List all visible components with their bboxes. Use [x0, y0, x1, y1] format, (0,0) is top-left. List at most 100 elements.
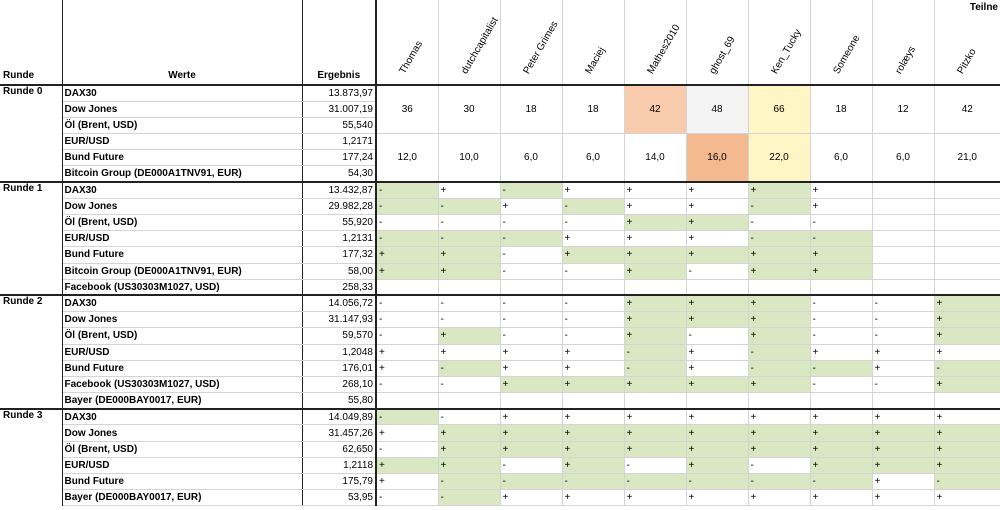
prediction-cell: + — [809, 441, 872, 458]
asset-name: Bayer (DE000BAY0017, EUR) — [62, 489, 303, 507]
prediction-cell: - — [499, 327, 562, 345]
prediction-cell: - — [437, 407, 500, 426]
asset-name: EUR/USD — [62, 344, 303, 361]
participant-name: rolæys — [892, 44, 918, 76]
prediction-row: Dow Jones 31.457,26 + + + + + + + + + + — [0, 424, 1000, 442]
prediction-cell: + — [561, 441, 624, 458]
prediction-cell: - — [561, 198, 624, 216]
prediction-cell: - — [437, 198, 500, 216]
prediction-cell: + — [685, 457, 748, 475]
prediction-cell — [561, 279, 624, 296]
prediction-cell: + — [809, 263, 872, 280]
prediction-cell: + — [871, 457, 934, 475]
ergebnis-value: 55,920 — [302, 214, 377, 232]
prediction-cell: + — [685, 424, 748, 442]
prediction-cell: - — [809, 376, 872, 394]
prediction-cell: - — [685, 327, 748, 345]
prediction-cell: + — [685, 344, 748, 361]
prediction-cell — [685, 279, 748, 296]
prediction-cell: - — [375, 198, 438, 216]
prediction-cell — [623, 392, 686, 410]
asset-name: DAX30 — [62, 181, 303, 199]
score-value: 21,0 — [933, 133, 1000, 183]
prediction-cell: - — [809, 294, 872, 313]
asset-name: DAX30 — [62, 83, 303, 102]
prediction-cell: + — [561, 424, 624, 442]
asset-name: Bund Future — [62, 149, 303, 167]
participant-name: ghost_69 — [706, 34, 738, 76]
prediction-cell: - — [933, 360, 1000, 377]
prediction-cell: + — [685, 311, 748, 329]
prediction-cell: + — [561, 407, 624, 426]
prediction-cell — [499, 279, 562, 296]
prediction-cell: + — [623, 327, 686, 345]
prediction-cell: - — [623, 344, 686, 361]
total-points: 66 — [747, 84, 810, 135]
score-value: 10,0 — [437, 133, 500, 183]
prediction-cell: + — [809, 457, 872, 475]
prediction-cell: + — [871, 424, 934, 442]
prediction-cell: - — [375, 376, 438, 394]
prediction-cell: - — [437, 311, 500, 329]
prediction-cell: + — [933, 376, 1000, 394]
prediction-cell: - — [561, 327, 624, 345]
total-points: 12 — [871, 84, 934, 135]
prediction-cell: - — [499, 294, 562, 313]
prediction-cell: + — [437, 181, 500, 199]
asset-name: EUR/USD — [62, 230, 303, 248]
ergebnis-value: 53,95 — [302, 489, 377, 507]
prediction-row: Bund Future 177,32 + + - + + + + + — [0, 246, 1000, 264]
prediction-cell: - — [933, 473, 1000, 491]
participant-name: Mathes2010 — [644, 22, 683, 76]
total-points: 30 — [437, 84, 500, 135]
prediction-cell: + — [685, 489, 748, 507]
ergebnis-value: 55,80 — [302, 392, 377, 410]
prediction-cell: + — [933, 311, 1000, 329]
prediction-cell — [933, 279, 1000, 296]
asset-name: EUR/USD — [62, 133, 303, 151]
prediction-cell: + — [933, 294, 1000, 313]
prediction-cell: + — [375, 424, 438, 442]
prediction-cell — [871, 246, 934, 264]
participant-name: Ken_Tucky — [768, 27, 804, 76]
ergebnis-value: 175,79 — [302, 473, 377, 491]
prediction-cell: + — [747, 424, 810, 442]
prediction-cell: + — [747, 441, 810, 458]
ergebnis-value: 176,01 — [302, 360, 377, 377]
ergebnis-value: 62,650 — [302, 441, 377, 458]
prediction-cell — [437, 279, 500, 296]
ergebnis-value: 1,2048 — [302, 344, 377, 361]
prediction-cell — [561, 392, 624, 410]
prediction-cell: - — [561, 263, 624, 280]
prediction-row: Facebook (US30303M1027, USD) 258,33 — [0, 279, 1000, 296]
prediction-cell: - — [499, 230, 562, 248]
prediction-cell: + — [871, 344, 934, 361]
runde0-row: EUR/USD 1,2171 12,0 10,0 6,0 6,0 14,0 16,0 22,0 6… — [0, 133, 1000, 183]
asset-name: Bitcoin Group (DE000A1TNV91, EUR) — [62, 263, 303, 280]
ergebnis-value: 13.873,97 — [302, 83, 377, 102]
prediction-cell: + — [685, 230, 748, 248]
prediction-cell: + — [623, 230, 686, 248]
ergebnis-value: 58,00 — [302, 263, 377, 280]
prediction-cell: + — [685, 294, 748, 313]
score-value: 6,0 — [499, 133, 562, 183]
prediction-cell — [871, 181, 934, 199]
prediction-cell: + — [623, 198, 686, 216]
participant-name: Peter Grimes — [520, 19, 560, 76]
prediction-cell: + — [747, 294, 810, 313]
prediction-row: Bund Future 176,01 + - + + - + - - + - — [0, 360, 1000, 377]
prediction-cell: + — [561, 376, 624, 394]
prediction-cell: + — [623, 214, 686, 232]
ergebnis-value: 258,33 — [302, 279, 377, 296]
total-points: 18 — [499, 84, 562, 135]
prediction-cell: + — [561, 360, 624, 377]
prediction-cell: - — [747, 230, 810, 248]
prediction-row: Facebook (US30303M1027, USD) 268,10- - + + + +… — [0, 376, 1000, 394]
prediction-cell: + — [561, 230, 624, 248]
prediction-cell: + — [685, 181, 748, 199]
ergebnis-value: 29.982,28 — [302, 198, 377, 216]
prediction-cell: + — [871, 360, 934, 377]
ergebnis-value: 59,570 — [302, 327, 377, 345]
prediction-cell: + — [809, 407, 872, 426]
